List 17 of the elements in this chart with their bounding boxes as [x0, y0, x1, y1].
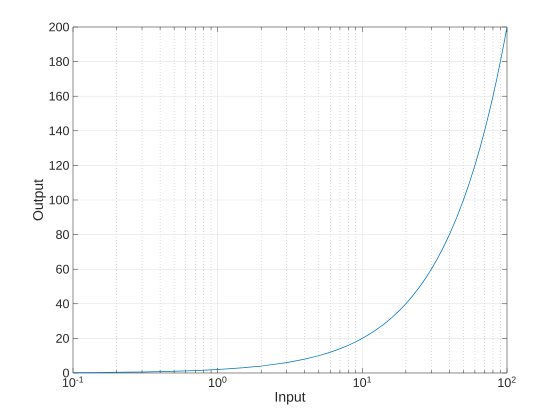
y-tick-label: 160	[50, 92, 69, 101]
x-tick-label: 10$^{-1}$	[62, 376, 84, 388]
y-tick-label: 140	[50, 126, 69, 136]
x-axis-title: Input	[276, 392, 306, 405]
y-axis-title: Output	[33, 179, 46, 220]
x-tick-label: 10$^{0}$	[208, 376, 226, 388]
y-tick-label: 60	[56, 264, 69, 274]
y-tick-label: 180	[50, 57, 69, 66]
x-tick-label: 10$^{1}$	[354, 376, 372, 388]
y-tick-label: 200	[49, 22, 69, 32]
y-tick-label: 120	[50, 160, 69, 170]
x-tick-label: 10$^{2}$	[498, 376, 516, 388]
y-tick-label: 80	[56, 230, 69, 240]
y-tick-label: 40	[56, 299, 69, 308]
y-tick-label: 0	[63, 368, 69, 378]
y-tick-label: 20	[56, 334, 69, 343]
y-tick-label: 100	[50, 196, 69, 204]
